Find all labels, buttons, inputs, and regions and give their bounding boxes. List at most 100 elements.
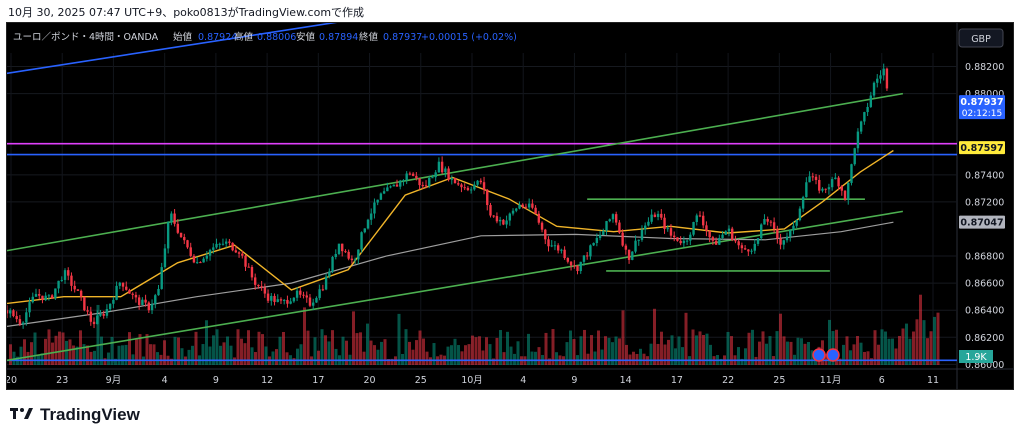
candle-body [695, 215, 698, 222]
candle-body [38, 294, 41, 296]
volume-bar [593, 351, 597, 365]
volume-bar [243, 343, 247, 365]
candle-body [750, 250, 753, 252]
candle-body [602, 230, 605, 236]
candle-body [656, 213, 660, 217]
candle-body [137, 297, 141, 305]
volume-bar [128, 332, 131, 365]
candle-body [869, 95, 873, 107]
candle-body [195, 262, 199, 264]
candle-body [99, 314, 102, 316]
volume-bar [653, 308, 656, 365]
candle-body [511, 210, 515, 214]
candle-body [28, 302, 31, 313]
candle-body [118, 282, 122, 286]
candle-body [102, 314, 105, 316]
tradingview-brand: TradingView [40, 405, 140, 424]
candle-body [424, 185, 428, 187]
candle-body [257, 284, 260, 287]
candle-body [25, 312, 28, 323]
x-tick-label: 9 [571, 375, 577, 386]
candle-body [711, 237, 715, 241]
volume-bar [880, 329, 884, 365]
candle-body [837, 177, 840, 187]
candle-body [834, 177, 837, 180]
volume-bar [278, 336, 282, 365]
candle-body [479, 180, 483, 183]
volume-bar [464, 345, 467, 365]
candle-body [179, 232, 183, 238]
price-chart[interactable]: ユーロ／ポンド・4時間・OANDA 始値 0.87924 高値 0.88006 … [5, 11, 1013, 389]
event-icons[interactable] [812, 348, 840, 362]
candle-body [279, 299, 283, 301]
candle-body [92, 321, 96, 325]
volume-bar [100, 336, 103, 365]
legend-low-value: 0.87894 [319, 32, 358, 43]
candle-body [830, 179, 834, 188]
candle-body [434, 172, 437, 178]
candle-body [312, 302, 315, 306]
candle-body [331, 257, 334, 272]
candle-body [282, 299, 286, 301]
chart-panel[interactable]: ユーロ／ポンド・4時間・OANDA 始値 0.87924 高値 0.88006 … [5, 11, 1014, 390]
volume-bar [51, 342, 54, 365]
volume-bar [632, 351, 635, 365]
candle-body [318, 289, 321, 298]
candle-body [585, 255, 589, 257]
candle-body [544, 229, 547, 240]
candle-body [276, 299, 279, 302]
volume-bar [215, 329, 219, 365]
time-axis[interactable]: 20 23 9月 4 9 12 17 20 25 10月 4 9 14 17 22 25 11月 6 11 [5, 375, 939, 386]
candle-body [89, 311, 93, 322]
candle-body [428, 178, 431, 187]
candle-body [399, 180, 402, 187]
candle-body [67, 270, 70, 276]
price-axis[interactable]: 0.88200 0.88000 0.87400 0.87200 0.86800 0.866… [965, 62, 1004, 371]
candle-body [863, 112, 866, 122]
event-icon[interactable] [826, 348, 840, 362]
volume-bar [271, 351, 275, 365]
volume-bar [527, 333, 530, 365]
candle-body [692, 221, 695, 235]
price-marker [959, 215, 1005, 229]
candle-body [321, 289, 325, 291]
candle-body [824, 188, 827, 190]
candle-body [205, 255, 209, 259]
volume-bar [285, 352, 289, 365]
candle-body [666, 228, 669, 230]
volume-bar [488, 344, 492, 365]
candle-body [537, 213, 541, 223]
event-icon[interactable] [812, 348, 826, 362]
volume-bar [926, 338, 929, 365]
volume-bar [551, 329, 555, 365]
candle-body [286, 299, 289, 304]
legend-change: +0.00015 (+0.02%) [421, 32, 517, 43]
candle-body [650, 214, 653, 222]
candle-body [453, 178, 457, 184]
candle-body [9, 310, 12, 314]
currency-button[interactable]: GBP [958, 28, 1004, 48]
candle-body [527, 203, 531, 208]
x-tick-label: 4 [520, 375, 526, 386]
candle-body [727, 228, 731, 232]
candle-body [31, 296, 34, 303]
volume-bars [9, 294, 940, 365]
candle-body [60, 279, 63, 281]
candle-body [334, 254, 337, 258]
y-tick-label: 0.86200 [965, 333, 1004, 344]
tradingview-logo[interactable]: TradingView [10, 405, 140, 425]
candle-body [70, 275, 73, 286]
long-blue-trend [6, 11, 401, 75]
candle-body [879, 75, 882, 79]
candle-body [395, 184, 399, 187]
candle-body [376, 199, 379, 203]
candle-body [853, 148, 856, 165]
candle-body [457, 183, 460, 185]
candle-body [866, 106, 869, 113]
volume-bar [842, 344, 845, 365]
candle-body [663, 217, 666, 230]
candle-body [218, 243, 221, 245]
candle-body [431, 177, 434, 179]
volume-bar [625, 344, 628, 365]
